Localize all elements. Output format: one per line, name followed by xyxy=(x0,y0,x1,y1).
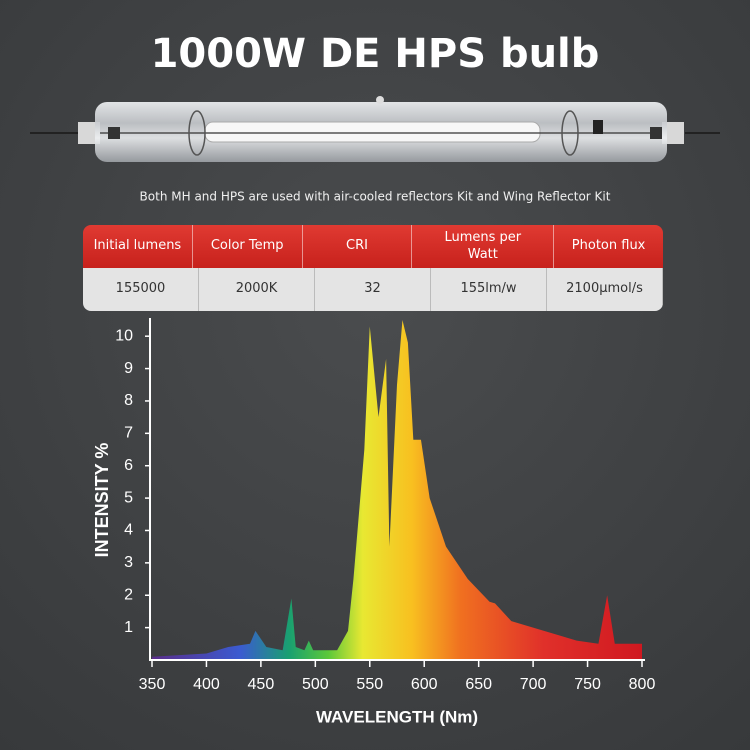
x-axis-title: WAVELENGTH (Nm) xyxy=(316,707,478,726)
bulb xyxy=(30,96,720,162)
caption: Both MH and HPS are used with air-cooled… xyxy=(140,190,611,204)
y-tick-label: 6 xyxy=(124,457,133,474)
header-cell: Color Temp xyxy=(193,225,303,268)
y-axis-title: INTENSITY % xyxy=(92,443,112,558)
y-tick-label: 1 xyxy=(124,619,133,636)
y-tick-label: 3 xyxy=(124,554,133,571)
table-cell: 155lm/w xyxy=(431,268,547,311)
x-tick-label: 450 xyxy=(248,676,275,693)
x-tick-label: 400 xyxy=(193,676,220,693)
header-cell: Lumens per Watt xyxy=(412,225,555,268)
x-tick-label: 550 xyxy=(356,676,383,693)
y-tick-label: 2 xyxy=(124,586,133,603)
spectrum-area xyxy=(152,320,642,660)
table-header: Initial lumens Color Temp CRI Lumens per… xyxy=(83,225,663,268)
table-cell: 32 xyxy=(315,268,431,311)
y-tick-label: 10 xyxy=(115,327,133,344)
header-cell: Initial lumens xyxy=(83,225,193,268)
x-tick-label: 800 xyxy=(629,676,656,693)
header-cell: Photon flux xyxy=(571,238,646,254)
x-tick-label: 650 xyxy=(465,676,492,693)
title: 1000W DE HPS bulb xyxy=(151,31,600,77)
table-cell: 2000K xyxy=(199,268,315,311)
x-tick-label: 700 xyxy=(520,676,547,693)
y-tick-label: 5 xyxy=(124,489,133,506)
spec-table: Initial lumens Color Temp CRI Lumens per… xyxy=(83,225,663,311)
table-cell: 2100μmol/s xyxy=(547,268,663,311)
y-tick-label: 7 xyxy=(124,425,133,442)
y-tick-label: 9 xyxy=(124,360,133,377)
y-tick-label: 8 xyxy=(124,392,133,409)
table-cell: 155000 xyxy=(83,268,199,311)
y-tick-label: 4 xyxy=(124,522,133,539)
x-tick-label: 750 xyxy=(574,676,601,693)
x-tick-label: 600 xyxy=(411,676,438,693)
header-cell: CRI xyxy=(303,225,413,268)
x-tick-label: 500 xyxy=(302,676,329,693)
table-row: 155000 2000K 32 155lm/w 2100μmol/s xyxy=(83,268,663,311)
x-tick-label: 350 xyxy=(139,676,166,693)
